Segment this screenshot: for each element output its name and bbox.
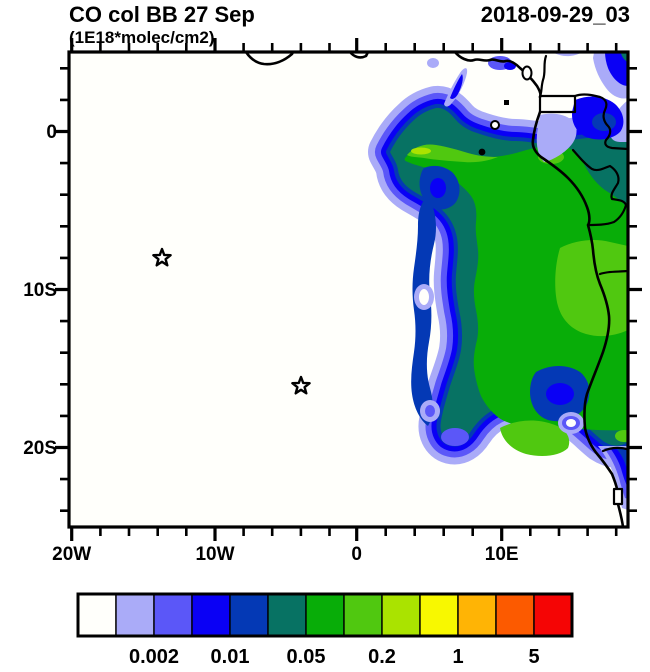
colorbar-labels: 0.002 0.01 0.05 0.2 1 5: [129, 646, 540, 668]
colorbar-cell: [419, 593, 459, 637]
africa-main-coast-south: [531, 110, 619, 491]
x-tick-label-20w: 20W: [52, 544, 91, 565]
blue-arc-core: [430, 178, 446, 198]
x-major-ticks-top: [70, 38, 504, 52]
border-cameroon-congo: [573, 93, 628, 151]
south-coast-navy-bit: [616, 448, 628, 468]
axis-ticks: [55, 38, 642, 541]
colorbar-cell: [533, 593, 573, 637]
plot-units-subtitle: (1E18*molec/cm2): [69, 28, 215, 47]
y-tick-label-20s: 20S: [23, 438, 57, 459]
colorbar-cell: [343, 593, 383, 637]
wing-blue-core: [450, 74, 463, 99]
bright-green-corner-blob: [615, 430, 628, 442]
colorbar-label-02: 0.2: [368, 646, 396, 667]
y-tick-label-10s: 10S: [23, 280, 57, 301]
colorbar-cells: [77, 593, 573, 637]
colorbar-frame: [76, 592, 574, 638]
ne-corner-teal-dot: [620, 52, 628, 62]
colorbar-cell: [457, 593, 497, 637]
colorbar-cell: [495, 593, 535, 637]
colorbar-label-5: 5: [528, 646, 539, 667]
sao-tome-island: [478, 148, 486, 156]
y-major-ticks-right: [628, 129, 642, 450]
africa-main-coast-tail: [616, 502, 625, 527]
colorbar-cell: [115, 593, 155, 637]
colorbar-cell: [77, 593, 117, 637]
border-equatorial-guinea-box: [538, 94, 577, 114]
ne-corner-blue: [604, 52, 628, 86]
station-markers: [152, 247, 311, 395]
y-minor-ticks-right: [628, 67, 637, 512]
small-lavender-dash: [427, 58, 439, 68]
colorbar-cell: [153, 593, 193, 637]
walvis-bay-box: [612, 487, 624, 506]
plot-title: CO col BB 27 Sep: [69, 2, 255, 27]
colorbar-label-001: 0.01: [211, 646, 250, 667]
bioko-island: [521, 65, 533, 81]
coast-blue-patch: [504, 62, 516, 70]
coast-hole-white: [566, 419, 576, 427]
x-tick-label-0: 0: [351, 544, 362, 565]
border-drc-angola: [598, 269, 628, 276]
coastline: [244, 52, 625, 527]
x-major-ticks-bottom: [70, 527, 504, 541]
contour-level-02-south-blob: [500, 420, 570, 456]
y-major-ticks-left: [55, 129, 69, 450]
contour-level-02-tongue: [407, 144, 498, 163]
city-marker-square: [504, 100, 509, 105]
plot-datetime: 2018-09-29_03: [481, 2, 630, 27]
contour-field: [152, 52, 628, 527]
colorbar-label-1: 1: [452, 646, 463, 667]
colorbar-cell: [267, 593, 307, 637]
colorbar-cell: [381, 593, 421, 637]
colorbar-cell: [191, 593, 231, 637]
contour-level-05-tongue-core: [411, 147, 431, 155]
border-gabon-congo-drc: [571, 148, 628, 227]
guinea-coast-dip-west: [244, 52, 295, 66]
colorbar: 0.002 0.01 0.05 0.2 1 5: [76, 592, 574, 668]
x-tick-label-10e: 10E: [485, 544, 519, 565]
ne-inland-lavender-patch: [536, 113, 577, 162]
station-marker-st-helena: [291, 375, 311, 395]
colorbar-cell: [305, 593, 345, 637]
navy-stripe-west: [411, 195, 436, 426]
periwinkle-pocket-b-core: [425, 405, 435, 417]
africa-main-coast-north: [453, 52, 542, 99]
x-minor-ticks-bottom: [99, 527, 618, 536]
station-marker-ascension: [152, 247, 172, 267]
y-minor-ticks-left: [60, 67, 69, 512]
x-tick-label-10w: 10W: [195, 544, 234, 565]
map-plot-area: 0 10S 20S 20W 10W 0 10E: [23, 38, 642, 565]
blue-hole-southeast-core: [546, 383, 574, 405]
y-tick-label-0: 0: [46, 122, 57, 143]
x-minor-ticks-top: [99, 43, 618, 52]
contour-level-01-green: [404, 144, 628, 431]
white-pocket-a: [419, 289, 429, 305]
islands: [478, 65, 533, 156]
principe-island: [490, 120, 500, 130]
colorbar-cell: [229, 593, 269, 637]
colorbar-label-005: 0.05: [287, 646, 326, 667]
axis-labels: 0 10S 20S 20W 10W 0 10E: [23, 122, 518, 565]
contour-plume: [368, 52, 628, 510]
colorbar-label-0002: 0.002: [129, 646, 179, 667]
border-nigeria-cameroon: [538, 54, 548, 98]
periwinkle-bottom-lobe: [441, 428, 469, 446]
